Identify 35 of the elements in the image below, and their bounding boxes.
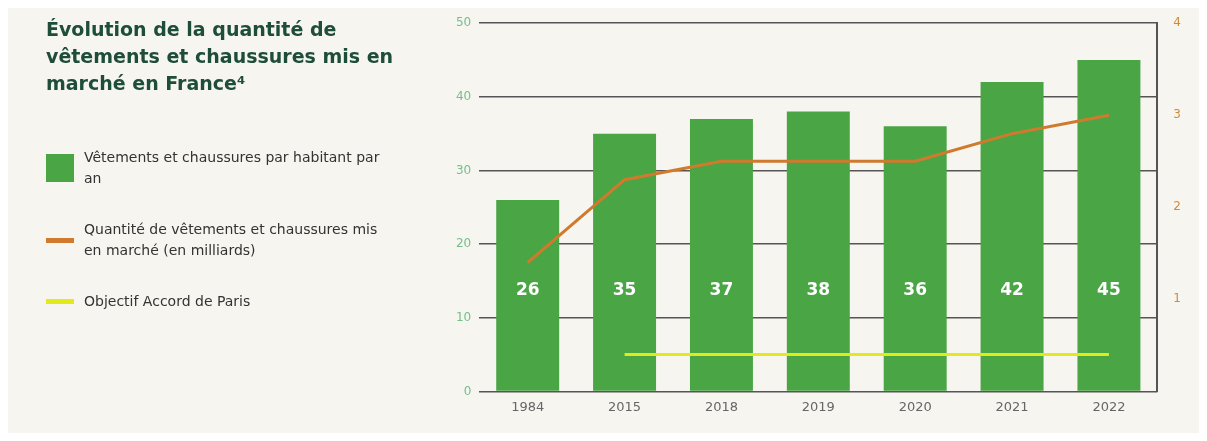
data-label: 35 bbox=[612, 279, 637, 300]
data-label: 37 bbox=[709, 279, 734, 300]
y-tick-label: 20 bbox=[455, 236, 472, 251]
x-tick-label: 1984 bbox=[511, 398, 545, 414]
text: Évolution de la quantité de vêtements et chaussures mis en marché en France⁴ bbox=[46, 17, 395, 96]
x-tick-label: 2015 bbox=[608, 398, 642, 414]
data-label: 42 bbox=[1000, 279, 1024, 300]
data-label: 26 bbox=[515, 279, 540, 300]
data-label: 36 bbox=[903, 279, 928, 300]
x-tick-label: 2021 bbox=[995, 398, 1029, 414]
legend-label: Quantité de vêtements et chaussures mis en marché (en milliards) bbox=[84, 220, 379, 260]
data-label: 38 bbox=[806, 279, 831, 300]
bar bbox=[786, 111, 850, 391]
y-tick-label: 50 bbox=[455, 15, 472, 30]
y-tick-label: 30 bbox=[455, 162, 472, 177]
y-tick-label: 0 bbox=[463, 383, 472, 398]
x-tick-label: 2020 bbox=[898, 398, 932, 414]
legend-label: Objectif Accord de Paris bbox=[84, 292, 252, 311]
y2-tick-label: 3 bbox=[1173, 107, 1182, 122]
bar bbox=[883, 126, 947, 391]
legend-label: Vêtements et chaussures par habitant par an bbox=[84, 148, 381, 188]
y-tick-label: 40 bbox=[455, 88, 472, 103]
x-tick-label: 2022 bbox=[1092, 398, 1126, 414]
y2-tick-label: 1 bbox=[1173, 291, 1182, 306]
bar bbox=[593, 133, 657, 391]
bar bbox=[689, 118, 753, 391]
data-label: 45 bbox=[1097, 279, 1121, 300]
y-tick-label: 10 bbox=[455, 309, 472, 324]
y2-tick-label: 4 bbox=[1173, 15, 1182, 30]
x-tick-label: 2018 bbox=[704, 398, 738, 414]
x-tick-label: 2019 bbox=[801, 398, 835, 414]
bar bbox=[1077, 60, 1141, 391]
y2-tick-label: 2 bbox=[1173, 199, 1182, 214]
bar bbox=[980, 82, 1044, 391]
bar bbox=[496, 199, 560, 391]
